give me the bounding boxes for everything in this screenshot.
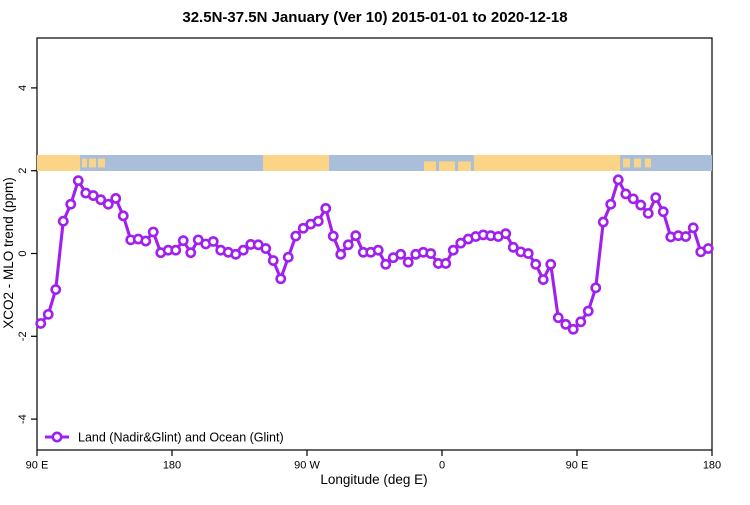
data-point-marker: [35, 318, 47, 329]
data-point-marker: [57, 215, 69, 227]
land-strip: [89, 158, 96, 168]
data-point-marker: [447, 244, 459, 256]
land-strip: [424, 161, 436, 171]
data-point-marker: [627, 193, 639, 205]
land-ocean-map-band: [37, 155, 712, 171]
land-strip: [473, 155, 621, 171]
data-point-marker: [657, 206, 669, 218]
data-point-marker: [575, 316, 587, 328]
data-point-marker: [380, 258, 392, 270]
data-point-marker: [687, 222, 699, 234]
data-point-marker: [605, 198, 617, 210]
legend: Land (Nadir&Glint) and Ocean (Glint): [45, 431, 284, 445]
data-point-marker: [567, 323, 579, 335]
legend-marker-icon: [51, 431, 63, 443]
data-point-marker: [185, 247, 197, 259]
data-point-marker: [642, 207, 654, 219]
legend-label: Land (Nadir&Glint) and Ocean (Glint): [78, 431, 284, 445]
data-point-marker: [72, 175, 84, 187]
land-strip: [82, 158, 87, 168]
data-point-marker: [50, 284, 62, 295]
data-point-marker: [170, 244, 182, 256]
data-point-marker: [102, 198, 114, 210]
data-point-marker: [207, 236, 219, 247]
data-point-marker: [177, 235, 189, 247]
data-point-marker: [335, 248, 347, 260]
data-point-marker: [65, 198, 77, 210]
data-point-marker: [425, 248, 437, 259]
data-point-marker: [327, 230, 339, 242]
x-tick-label: 90 E: [26, 460, 49, 472]
data-point-marker: [635, 199, 647, 211]
data-point-marker: [440, 258, 452, 269]
x-axis-label: Longitude (deg E): [320, 472, 427, 487]
land-strip: [263, 155, 330, 171]
y-tick-label: -2: [17, 331, 29, 341]
data-point-marker: [500, 228, 512, 240]
land-strip: [98, 158, 105, 168]
x-tick-label: 180: [703, 460, 721, 472]
y-tick-label: -4: [17, 414, 29, 424]
data-point-marker: [522, 248, 534, 259]
land-strip: [439, 161, 456, 171]
data-point-marker: [612, 174, 624, 186]
data-point-marker: [237, 244, 249, 256]
data-point-marker: [597, 216, 609, 228]
data-point-marker: [110, 193, 122, 204]
data-point-marker: [350, 230, 362, 242]
data-point-marker: [95, 194, 107, 206]
data-point-marker: [312, 215, 324, 227]
x-tick-label: 90 W: [294, 460, 320, 472]
data-point-marker: [552, 312, 564, 324]
plot-border: [36, 37, 713, 451]
data-series-land-ocean: [35, 174, 714, 335]
x-tick-label: 0: [439, 460, 445, 472]
y-tick-label: 4: [17, 85, 29, 91]
data-point-marker: [290, 230, 302, 242]
land-strip: [458, 161, 471, 171]
data-point-marker: [260, 243, 272, 254]
y-tick-label: 0: [17, 250, 29, 256]
x-tick-label: 180: [163, 460, 181, 472]
y-axis-ticks: -4 -2 0 2 4: [17, 85, 37, 424]
y-tick-label: 2: [17, 168, 29, 174]
data-point-marker: [282, 251, 294, 263]
data-point-marker: [147, 226, 159, 238]
land-strip: [634, 158, 642, 168]
data-point-marker: [650, 192, 662, 204]
chart-title: 32.5N-37.5N January (Ver 10) 2015-01-01 …: [182, 9, 567, 26]
data-point-marker: [267, 255, 279, 266]
data-point-marker: [117, 210, 129, 222]
land-strip: [37, 155, 81, 171]
data-point-marker: [582, 305, 594, 317]
data-point-marker: [620, 188, 632, 200]
x-axis-ticks: 90 E 180 90 W 0 90 E 180: [26, 450, 721, 472]
data-point-marker: [320, 202, 332, 214]
data-point-marker: [402, 256, 414, 268]
data-point-marker: [537, 274, 549, 285]
data-point-marker: [702, 243, 714, 254]
data-point-marker: [590, 282, 602, 294]
data-point-marker: [275, 273, 287, 285]
data-point-marker: [42, 308, 54, 320]
data-point-marker: [507, 241, 519, 253]
data-point-marker: [140, 235, 152, 247]
data-point-marker: [530, 258, 542, 270]
x-tick-label: 90 E: [566, 460, 589, 472]
land-strip: [623, 158, 630, 168]
data-point-marker: [545, 258, 557, 270]
data-point-marker: [395, 248, 407, 260]
data-point-marker: [342, 239, 354, 251]
land-strip: [644, 158, 651, 168]
data-point-marker: [372, 244, 384, 256]
data-point-marker: [560, 318, 572, 330]
y-axis-label: XCO2 - MLO trend (ppm): [1, 177, 16, 329]
data-point-marker: [680, 231, 692, 242]
